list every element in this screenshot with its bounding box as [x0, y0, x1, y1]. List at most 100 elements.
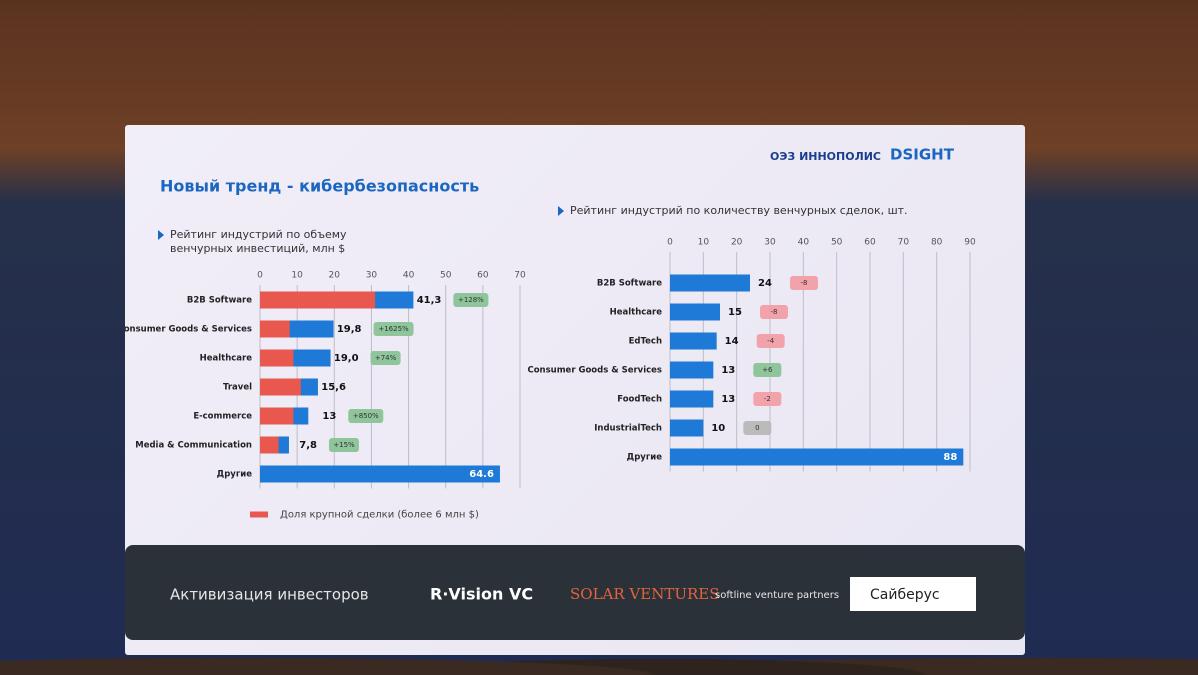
bar-highlight: [260, 378, 301, 396]
x-tick-label: 0: [257, 271, 263, 281]
x-tick-label: 50: [440, 271, 452, 281]
investor: softline venture partners: [715, 590, 839, 601]
x-tick-label: 60: [864, 238, 876, 248]
y-tick-label: IndustrialTech: [594, 424, 662, 434]
value-label: 19,0: [334, 353, 359, 364]
y-tick-label: Другие: [627, 453, 663, 463]
value-label: 13: [721, 394, 735, 405]
bar-highlight: [260, 349, 294, 367]
badge-label: -4: [767, 337, 775, 345]
y-tick-label: Другие: [217, 470, 253, 480]
value-label: 41,3: [417, 295, 442, 306]
investor-box: [850, 577, 976, 611]
value-label: 10: [711, 423, 725, 434]
x-tick-label: 30: [366, 271, 378, 281]
value-label: 13: [322, 411, 336, 422]
value-label: 7,8: [299, 440, 317, 451]
badge: [753, 392, 782, 406]
audience: [0, 635, 1198, 675]
bar: [670, 390, 714, 408]
badge: [348, 409, 384, 423]
x-tick-label: 0: [667, 238, 673, 248]
value-label: 15: [728, 307, 742, 318]
chart-title: Рейтинг индустрий по объему венчурных инв…: [170, 228, 347, 255]
x-tick-label: 60: [477, 271, 489, 281]
x-tick-label: 80: [931, 238, 943, 248]
badge: [328, 438, 359, 452]
badge: [453, 293, 489, 307]
x-tick-label: 40: [403, 271, 415, 281]
y-tick-label: B2B Software: [187, 296, 252, 306]
y-tick-label: Consumer Goods & Services: [527, 366, 662, 376]
y-tick-label: FoodTech: [617, 395, 662, 405]
badge: [760, 305, 788, 319]
x-tick-label: 90: [964, 238, 976, 248]
badge: [753, 363, 782, 377]
badge-label: 0: [755, 424, 759, 432]
bar-highlight: [260, 436, 279, 454]
bar: [670, 361, 714, 379]
x-tick-label: 70: [898, 238, 910, 248]
chart-title: Рейтинг индустрий по количеству венчурны…: [570, 204, 908, 217]
y-tick-label: B2B Software: [597, 279, 662, 289]
y-tick-label: Travel: [223, 383, 252, 393]
y-tick-label: E-commerce: [193, 412, 252, 422]
badge: [756, 334, 785, 348]
value-label: 64.6: [469, 469, 494, 480]
bar: [670, 274, 750, 292]
badge-label: -8: [771, 308, 778, 316]
badge-label: +128%: [458, 296, 484, 304]
bar: [670, 303, 720, 321]
x-tick-label: 10: [291, 271, 303, 281]
value-label: 14: [725, 336, 739, 347]
badge-label: +15%: [333, 441, 355, 449]
x-tick-label: 20: [329, 271, 341, 281]
bar: [260, 465, 500, 483]
y-tick-label: EdTech: [629, 337, 662, 347]
title-marker: [158, 230, 164, 240]
y-tick-label: Consumer Goods & Services: [125, 325, 252, 335]
badge-label: +6: [762, 366, 773, 374]
badge-label: -8: [801, 279, 808, 287]
investor: Сайберус: [870, 587, 940, 603]
x-tick-label: 50: [831, 238, 843, 248]
logo: DSIGHT: [890, 146, 955, 164]
badge: [373, 322, 414, 336]
badge: [790, 276, 818, 290]
badge-label: +74%: [375, 354, 397, 362]
footer-label: Активизация инвесторов: [170, 586, 369, 604]
footer-bar: [125, 545, 1025, 640]
y-tick-label: Healthcare: [610, 308, 663, 318]
x-tick-label: 10: [698, 238, 710, 248]
x-tick-label: 20: [731, 238, 743, 248]
value-label: 88: [943, 452, 957, 463]
x-tick-label: 30: [764, 238, 776, 248]
badge-label: +850%: [353, 412, 379, 420]
value-label: 13: [721, 365, 735, 376]
x-tick-label: 40: [798, 238, 810, 248]
bar: [670, 332, 717, 350]
investor: R·Vision VC: [430, 585, 533, 604]
badge: [743, 421, 772, 435]
slide-canvas: Новый тренд - кибербезопасность ОЭЗ ИННО…: [117, 146, 1025, 640]
slide: Новый тренд - кибербезопасность ОЭЗ ИННО…: [117, 125, 1025, 655]
bar: [670, 448, 964, 466]
bar-highlight: [260, 291, 376, 309]
y-tick-label: Healthcare: [200, 354, 253, 364]
y-tick-label: Media & Communication: [135, 441, 252, 451]
badge-label: +1625%: [378, 325, 409, 333]
value-label: 24: [758, 278, 772, 289]
bar: [670, 419, 704, 437]
logo: ОЭЗ ИННОПОЛИС: [770, 150, 881, 163]
bar-highlight: [260, 407, 294, 425]
x-tick-label: 70: [514, 271, 526, 281]
badge: [370, 351, 401, 365]
value-label: 19,8: [337, 324, 362, 335]
value-label: 15,6: [321, 382, 346, 393]
title-marker: [558, 206, 564, 216]
legend-swatch: [250, 511, 268, 518]
bar-highlight: [260, 320, 290, 338]
legend-label: Доля крупной сделки (более 6 млн $): [280, 510, 479, 521]
investor: SOLAR VENTURES: [570, 585, 720, 603]
